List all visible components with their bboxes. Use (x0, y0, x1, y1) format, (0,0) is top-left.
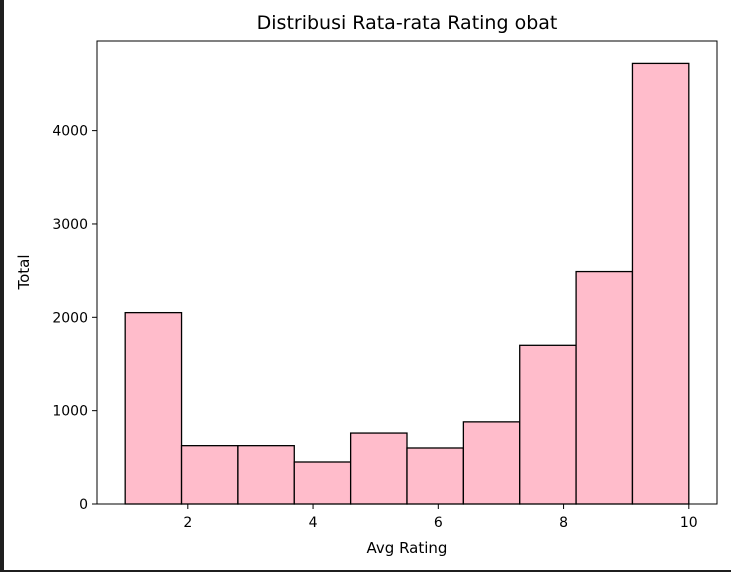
histogram-bar-4 (293, 461, 352, 505)
y-axis-ticks: 0 1000 2000 3000 4000 (52, 124, 97, 513)
y-axis-label: Total (15, 254, 33, 290)
plot-frame (96, 40, 718, 505)
histogram-bar-7 (462, 421, 521, 505)
y-tick-label-2: 1000 (52, 404, 88, 420)
bars-layer (124, 62, 690, 505)
histogram-bar-1 (124, 311, 183, 505)
x-axis-ticks: 2 4 6 8 10 (183, 504, 698, 531)
histogram-chart: Distribusi Rata-rata Rating obat 2 4 6 8 10 … (15, 12, 718, 557)
x-tick-label-3: 6 (434, 515, 443, 531)
histogram-bar-2 (180, 445, 239, 505)
histogram-bar-5 (349, 432, 408, 505)
histogram-bar-6 (406, 447, 465, 505)
y-tick-label-4: 3000 (52, 217, 88, 233)
y-tick-label-3: 2000 (52, 310, 88, 326)
y-tick-label-5: 4000 (52, 124, 88, 140)
histogram-bar-3 (237, 445, 295, 505)
x-tick-label-1: 2 (183, 515, 192, 531)
histogram-bar-9 (575, 270, 634, 505)
x-tick-label-5: 10 (680, 515, 698, 531)
x-axis-label: Avg Rating (367, 539, 448, 557)
histogram-bar-10 (631, 62, 690, 505)
x-tick-label-4: 8 (559, 515, 568, 531)
y-tick-label-1: 0 (79, 497, 88, 513)
histogram-bar-8 (519, 344, 577, 505)
x-tick-label-2: 4 (309, 515, 318, 531)
chart-title: Distribusi Rata-rata Rating obat (257, 12, 558, 34)
figure-canvas: Distribusi Rata-rata Rating obat 2 4 6 8 10 … (4, 0, 731, 570)
